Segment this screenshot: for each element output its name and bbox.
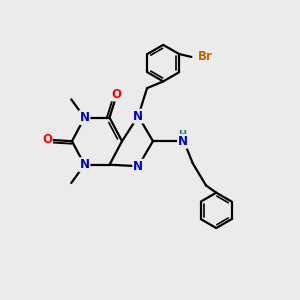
Text: O: O [42, 133, 52, 146]
Text: O: O [112, 88, 122, 100]
Text: N: N [133, 160, 143, 173]
Text: N: N [133, 110, 143, 123]
Text: H: H [178, 130, 186, 140]
Text: Br: Br [198, 50, 213, 64]
Text: N: N [178, 135, 188, 148]
Text: N: N [80, 111, 89, 124]
Text: N: N [80, 158, 89, 171]
